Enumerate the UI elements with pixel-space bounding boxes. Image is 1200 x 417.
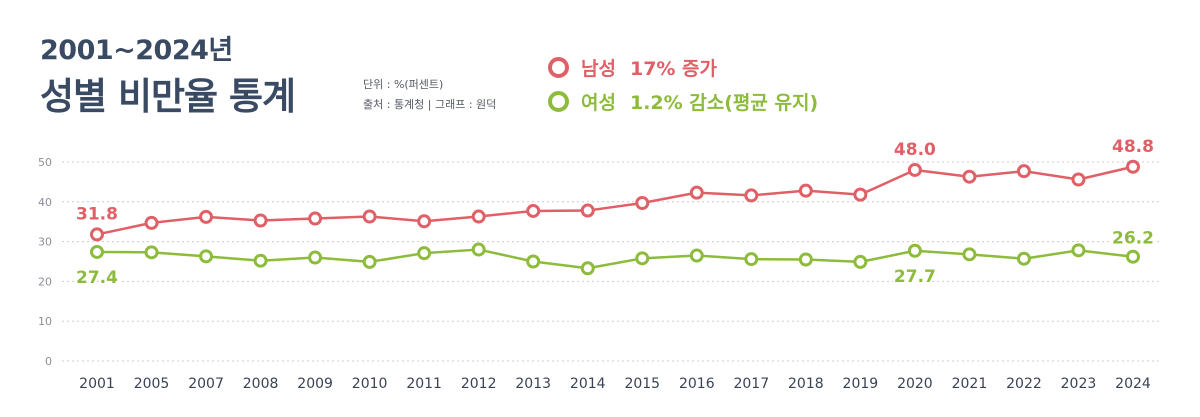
data-point-male-2012 bbox=[471, 209, 486, 224]
series-line-male bbox=[96, 165, 1134, 236]
x-tick-label-2017: 2017 bbox=[733, 376, 769, 392]
data-point-male-2010 bbox=[362, 209, 377, 224]
legend-male-note: 17% 증가 bbox=[629, 58, 718, 80]
data-point-male-2009 bbox=[308, 211, 323, 226]
data-point-male-2013 bbox=[526, 203, 541, 218]
data-point-male-2008 bbox=[253, 213, 268, 228]
y-tick-label-40: 40 bbox=[38, 196, 52, 209]
x-tick-label-2007: 2007 bbox=[188, 376, 224, 392]
x-tick-label-2011: 2011 bbox=[406, 376, 442, 392]
data-point-male-2011 bbox=[417, 214, 432, 229]
x-tick-label-2012: 2012 bbox=[461, 376, 497, 392]
data-point-male-2017 bbox=[744, 188, 759, 203]
x-tick-label-2010: 2010 bbox=[352, 376, 388, 392]
data-point-female-2017 bbox=[744, 252, 759, 267]
data-point-male-2020 bbox=[907, 162, 922, 177]
data-point-female-2012 bbox=[471, 242, 486, 257]
data-point-male-2019 bbox=[853, 187, 868, 202]
source-note: 출처 : 통계청 | 그래프 : 원덕 bbox=[363, 98, 497, 111]
legend-female-label: 여성 bbox=[581, 92, 616, 114]
data-label-female-2020: 27.7 bbox=[894, 267, 936, 287]
legend-male-marker-icon bbox=[548, 57, 569, 78]
data-point-female-2016 bbox=[689, 248, 704, 263]
data-point-female-2009 bbox=[308, 250, 323, 265]
data-point-female-2024 bbox=[1126, 249, 1140, 264]
data-point-male-2007 bbox=[199, 209, 214, 224]
data-point-male-2018 bbox=[798, 183, 813, 198]
x-tick-label-2016: 2016 bbox=[679, 376, 715, 392]
x-tick-label-2014: 2014 bbox=[570, 376, 606, 392]
data-point-female-2020 bbox=[907, 243, 922, 258]
data-point-male-2024 bbox=[1126, 159, 1140, 174]
y-tick-label-0: 0 bbox=[45, 355, 52, 368]
x-tick-label-2009: 2009 bbox=[297, 376, 333, 392]
data-point-female-2021 bbox=[962, 247, 977, 262]
legend-male: 남성 17% 증가 bbox=[548, 54, 717, 81]
data-point-female-2011 bbox=[417, 246, 432, 261]
data-label-female-2024: 26.2 bbox=[1112, 229, 1154, 249]
data-point-female-2015 bbox=[635, 251, 650, 266]
y-tick-label-10: 10 bbox=[38, 315, 52, 328]
data-point-male-2015 bbox=[635, 195, 650, 210]
data-point-male-2014 bbox=[580, 203, 595, 218]
data-point-female-2019 bbox=[853, 254, 868, 269]
x-tick-label-2013: 2013 bbox=[515, 376, 551, 392]
y-tick-label-50: 50 bbox=[38, 156, 52, 169]
data-point-female-2022 bbox=[1016, 251, 1031, 266]
data-label-male-2020: 48.0 bbox=[894, 140, 936, 160]
data-point-male-2021 bbox=[962, 169, 977, 184]
data-label-male-2001: 31.8 bbox=[76, 204, 118, 224]
data-point-male-2023 bbox=[1071, 172, 1086, 187]
x-tick-label-2008: 2008 bbox=[243, 376, 279, 392]
x-tick-label-2023: 2023 bbox=[1061, 376, 1097, 392]
data-point-female-2013 bbox=[526, 254, 541, 269]
legend-female-marker-icon bbox=[548, 91, 569, 112]
data-point-female-2005 bbox=[144, 245, 159, 260]
y-tick-label-20: 20 bbox=[38, 275, 52, 288]
data-label-female-2001: 27.4 bbox=[76, 268, 118, 288]
data-point-male-2005 bbox=[144, 215, 159, 230]
x-tick-label-2020: 2020 bbox=[897, 376, 933, 392]
x-tick-label-2022: 2022 bbox=[1006, 376, 1042, 392]
legend-female: 여성 1.2% 감소(평균 유지) bbox=[548, 88, 818, 115]
unit-note: 단위 : %(퍼센트) bbox=[363, 78, 444, 91]
legend-female-note: 1.2% 감소(평균 유지) bbox=[629, 92, 819, 114]
data-point-female-2010 bbox=[362, 254, 377, 269]
data-point-male-2001 bbox=[90, 227, 104, 242]
chart-title: 성별 비만율 통계 bbox=[40, 75, 296, 118]
data-point-female-2001 bbox=[90, 244, 104, 259]
data-point-female-2018 bbox=[798, 252, 813, 267]
data-point-female-2023 bbox=[1071, 243, 1086, 258]
x-tick-label-2018: 2018 bbox=[788, 376, 824, 392]
data-point-female-2008 bbox=[253, 253, 268, 268]
data-label-male-2024: 48.8 bbox=[1112, 137, 1154, 157]
data-point-male-2022 bbox=[1016, 164, 1031, 179]
x-tick-label-2021: 2021 bbox=[952, 376, 988, 392]
x-tick-label-2015: 2015 bbox=[624, 376, 660, 392]
x-tick-label-2005: 2005 bbox=[134, 376, 170, 392]
data-point-female-2014 bbox=[580, 261, 595, 276]
x-tick-label-2019: 2019 bbox=[843, 376, 879, 392]
series-line-female bbox=[96, 248, 1134, 270]
chart-year-range: 2001~2024년 bbox=[40, 35, 233, 66]
x-tick-label-2001: 2001 bbox=[79, 376, 115, 392]
y-tick-label-30: 30 bbox=[38, 236, 52, 249]
legend-male-label: 남성 bbox=[581, 58, 616, 80]
data-point-male-2016 bbox=[689, 185, 704, 200]
data-point-female-2007 bbox=[199, 249, 214, 264]
x-tick-label-2024: 2024 bbox=[1115, 376, 1151, 392]
